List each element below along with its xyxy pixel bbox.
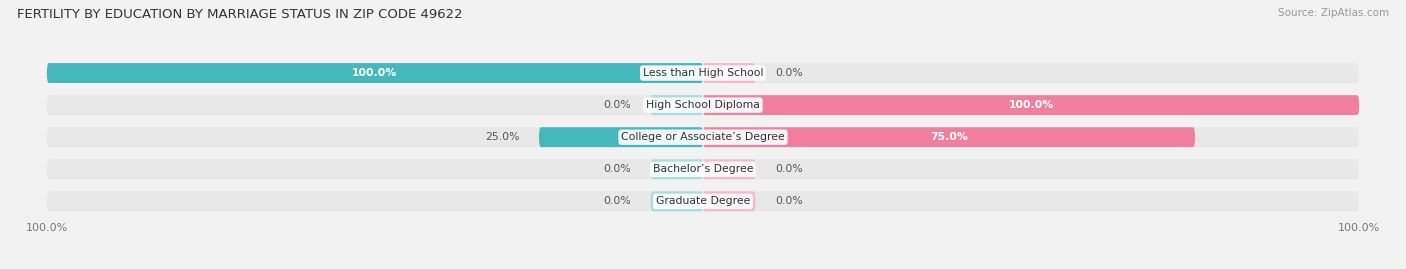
Text: High School Diploma: High School Diploma [647,100,759,110]
FancyBboxPatch shape [46,192,1360,211]
Text: Graduate Degree: Graduate Degree [655,196,751,206]
FancyBboxPatch shape [703,192,755,211]
FancyBboxPatch shape [538,127,703,147]
Text: 75.0%: 75.0% [931,132,967,142]
Text: Source: ZipAtlas.com: Source: ZipAtlas.com [1278,8,1389,18]
FancyBboxPatch shape [46,63,703,83]
Text: 100.0%: 100.0% [1008,100,1053,110]
Text: College or Associate’s Degree: College or Associate’s Degree [621,132,785,142]
Text: 0.0%: 0.0% [775,68,803,78]
Text: 0.0%: 0.0% [603,196,631,206]
FancyBboxPatch shape [46,95,1360,115]
Text: 25.0%: 25.0% [485,132,519,142]
Text: 0.0%: 0.0% [603,164,631,174]
FancyBboxPatch shape [703,127,1195,147]
FancyBboxPatch shape [651,95,703,115]
FancyBboxPatch shape [703,63,755,83]
FancyBboxPatch shape [46,127,1360,147]
Text: Less than High School: Less than High School [643,68,763,78]
Text: FERTILITY BY EDUCATION BY MARRIAGE STATUS IN ZIP CODE 49622: FERTILITY BY EDUCATION BY MARRIAGE STATU… [17,8,463,21]
FancyBboxPatch shape [46,159,1360,179]
Text: 100.0%: 100.0% [353,68,398,78]
FancyBboxPatch shape [703,95,1360,115]
FancyBboxPatch shape [703,159,755,179]
Text: 0.0%: 0.0% [775,164,803,174]
Text: 0.0%: 0.0% [603,100,631,110]
FancyBboxPatch shape [46,63,1360,83]
FancyBboxPatch shape [651,192,703,211]
Text: 0.0%: 0.0% [775,196,803,206]
Text: Bachelor’s Degree: Bachelor’s Degree [652,164,754,174]
FancyBboxPatch shape [651,159,703,179]
